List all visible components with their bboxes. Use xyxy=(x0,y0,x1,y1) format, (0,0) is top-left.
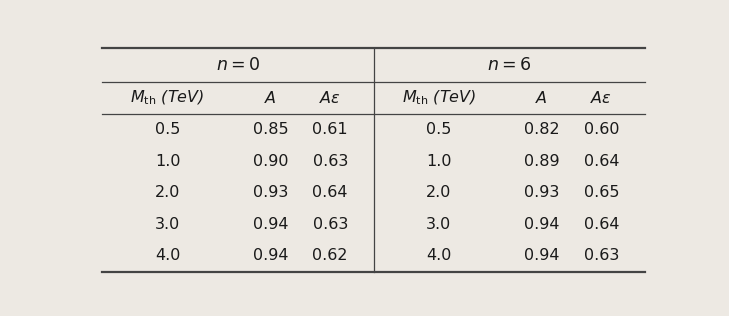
Text: $n = 0$: $n = 0$ xyxy=(216,56,260,74)
Text: 1.0: 1.0 xyxy=(426,154,451,168)
Text: 0.85: 0.85 xyxy=(253,122,289,137)
Text: 0.65: 0.65 xyxy=(584,185,619,200)
Text: 0.63: 0.63 xyxy=(313,154,348,168)
Text: 0.61: 0.61 xyxy=(313,122,348,137)
Text: $A$: $A$ xyxy=(264,90,277,106)
Text: 0.64: 0.64 xyxy=(313,185,348,200)
Text: $A\epsilon$: $A\epsilon$ xyxy=(590,90,612,106)
Text: 0.89: 0.89 xyxy=(524,154,560,168)
Text: 0.63: 0.63 xyxy=(584,248,619,263)
Text: 4.0: 4.0 xyxy=(426,248,451,263)
Text: 2.0: 2.0 xyxy=(426,185,451,200)
Text: 0.93: 0.93 xyxy=(524,185,559,200)
Text: 0.90: 0.90 xyxy=(253,154,288,168)
Text: 0.60: 0.60 xyxy=(584,122,619,137)
Text: 0.94: 0.94 xyxy=(253,248,288,263)
Text: 0.63: 0.63 xyxy=(313,217,348,232)
Text: $M_{\rm th}$ (TeV): $M_{\rm th}$ (TeV) xyxy=(402,89,476,107)
Text: 0.62: 0.62 xyxy=(313,248,348,263)
Text: 4.0: 4.0 xyxy=(155,248,180,263)
Text: 3.0: 3.0 xyxy=(155,217,180,232)
Text: $A\epsilon$: $A\epsilon$ xyxy=(319,90,341,106)
Text: 0.94: 0.94 xyxy=(524,217,559,232)
Text: 1.0: 1.0 xyxy=(155,154,180,168)
Text: 0.94: 0.94 xyxy=(253,217,288,232)
Text: $A$: $A$ xyxy=(535,90,548,106)
Text: 2.0: 2.0 xyxy=(155,185,180,200)
Text: $n = 6$: $n = 6$ xyxy=(487,56,531,74)
Text: 0.94: 0.94 xyxy=(524,248,559,263)
Text: 0.5: 0.5 xyxy=(155,122,180,137)
Text: 0.5: 0.5 xyxy=(426,122,451,137)
Text: $M_{\rm th}$ (TeV): $M_{\rm th}$ (TeV) xyxy=(130,89,205,107)
Text: 3.0: 3.0 xyxy=(426,217,451,232)
Text: 0.82: 0.82 xyxy=(524,122,560,137)
Text: 0.64: 0.64 xyxy=(584,217,619,232)
Text: 0.64: 0.64 xyxy=(584,154,619,168)
Text: 0.93: 0.93 xyxy=(253,185,288,200)
